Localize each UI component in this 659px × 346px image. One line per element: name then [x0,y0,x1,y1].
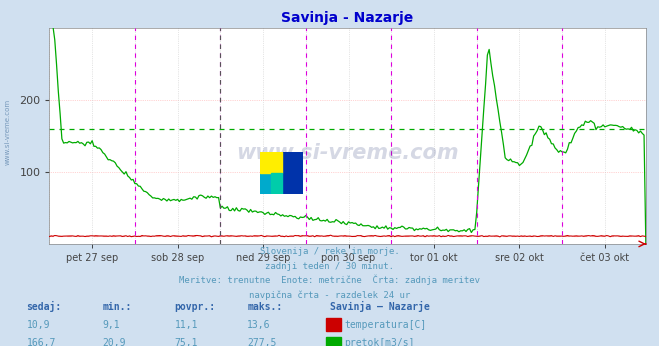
Text: maks.:: maks.: [247,302,282,312]
Text: www.si-vreme.com: www.si-vreme.com [237,143,459,163]
Text: Meritve: trenutne  Enote: metrične  Črta: zadnja meritev: Meritve: trenutne Enote: metrične Črta: … [179,275,480,285]
Bar [260,152,282,173]
Text: 9,1: 9,1 [102,320,120,330]
Text: navpična črta - razdelek 24 ur: navpična črta - razdelek 24 ur [249,290,410,300]
Title: Savinja - Nazarje: Savinja - Nazarje [281,11,414,25]
Text: Savinja – Nazarje: Savinja – Nazarje [330,301,430,312]
Text: sedaj:: sedaj: [26,301,61,312]
Text: 20,9: 20,9 [102,338,126,346]
Text: povpr.:: povpr.: [175,302,215,312]
Text: 13,6: 13,6 [247,320,271,330]
Text: 10,9: 10,9 [26,320,50,330]
Text: Slovenija / reke in morje.: Slovenija / reke in morje. [260,247,399,256]
Bar [260,152,282,194]
Text: 11,1: 11,1 [175,320,198,330]
Text: 75,1: 75,1 [175,338,198,346]
Text: 166,7: 166,7 [26,338,56,346]
Text: temperatura[C]: temperatura[C] [344,320,426,330]
Bar [271,173,282,194]
Text: www.si-vreme.com: www.si-vreme.com [5,98,11,165]
Bar [282,152,303,194]
Text: min.:: min.: [102,302,132,312]
Text: zadnji teden / 30 minut.: zadnji teden / 30 minut. [265,262,394,271]
Text: 277,5: 277,5 [247,338,277,346]
Text: pretok[m3/s]: pretok[m3/s] [344,338,415,346]
